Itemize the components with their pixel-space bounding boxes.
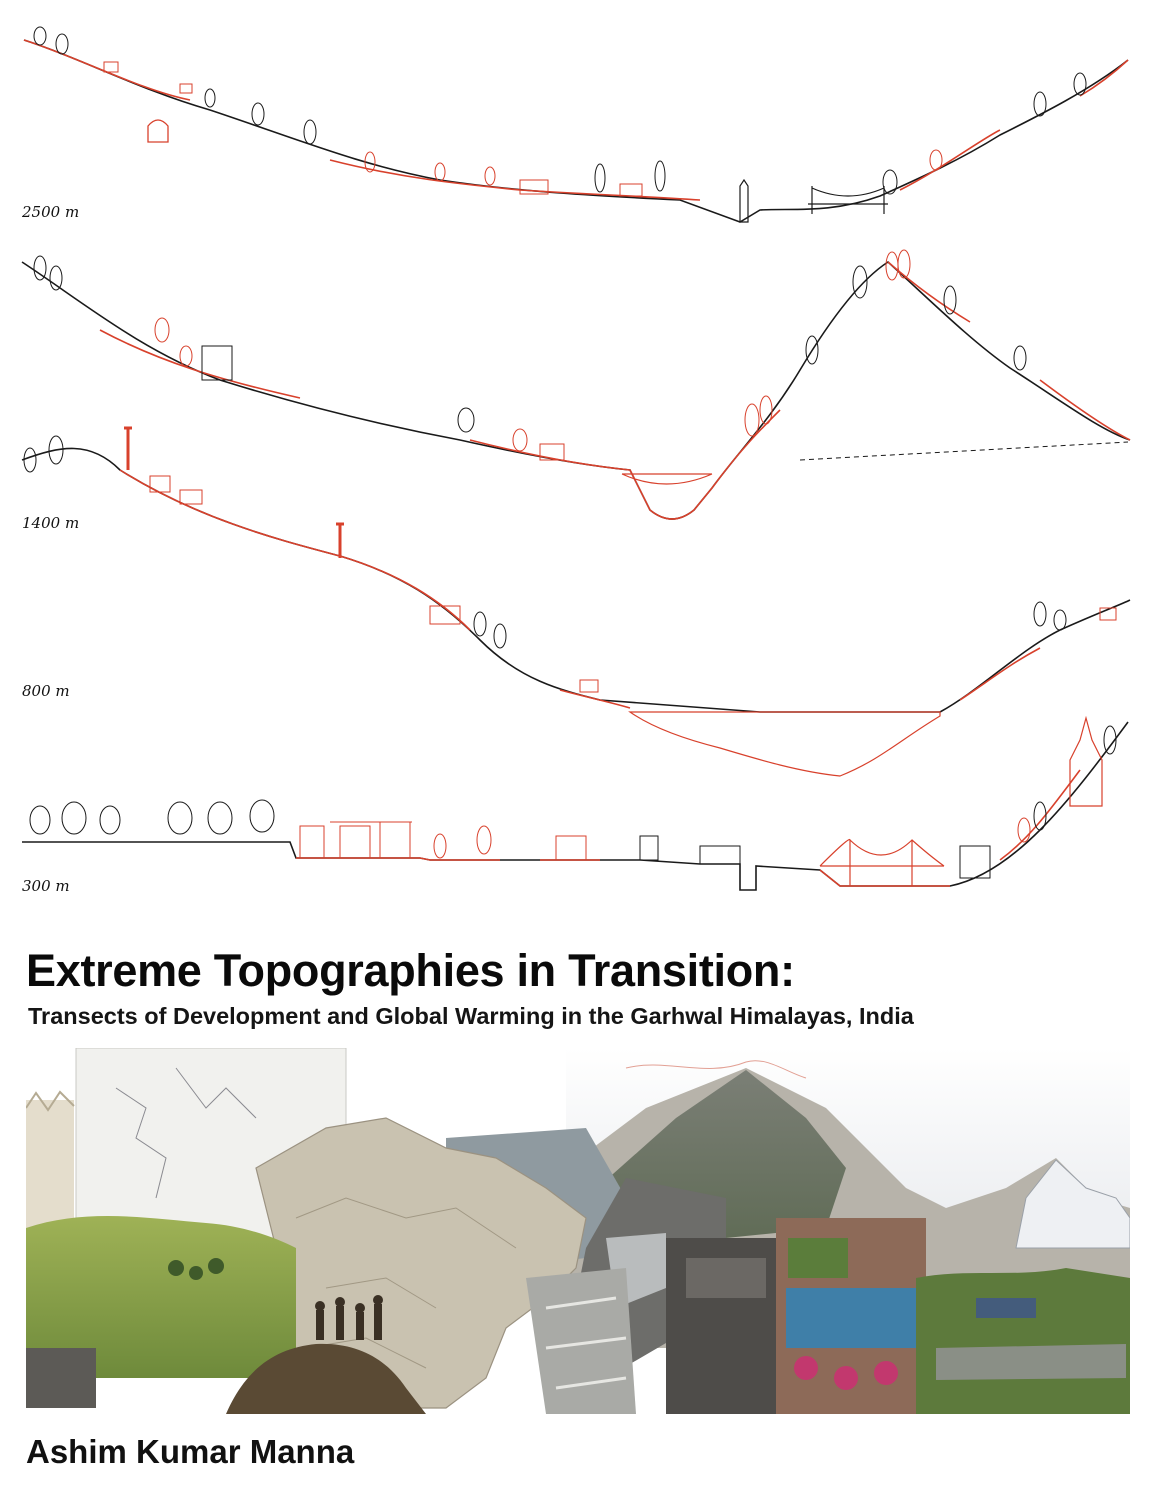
transect-drawings: 2500 m 1400 m 800 m 300 m	[21, 26, 1131, 895]
transect-section-1400	[21, 249, 1131, 777]
author-name: Ashim Kumar Manna	[26, 1433, 355, 1470]
cover-title: Extreme Topographies in Transition:	[26, 945, 795, 996]
cover-collage-image	[25, 1047, 1131, 1414]
elevation-label-2500: 2500 m	[22, 203, 80, 221]
elevation-label-1400: 1400 m	[22, 514, 80, 532]
elevation-label-300: 300 m	[22, 877, 70, 895]
collage-illustration	[25, 1047, 1131, 1414]
transect-section-300	[22, 715, 1129, 891]
transect-section-2500	[23, 26, 1129, 223]
cover-subtitle: Transects of Development and Global Warm…	[28, 1003, 914, 1029]
transect-sections-svg	[21, 26, 1131, 891]
elevation-label-800: 800 m	[22, 682, 70, 700]
